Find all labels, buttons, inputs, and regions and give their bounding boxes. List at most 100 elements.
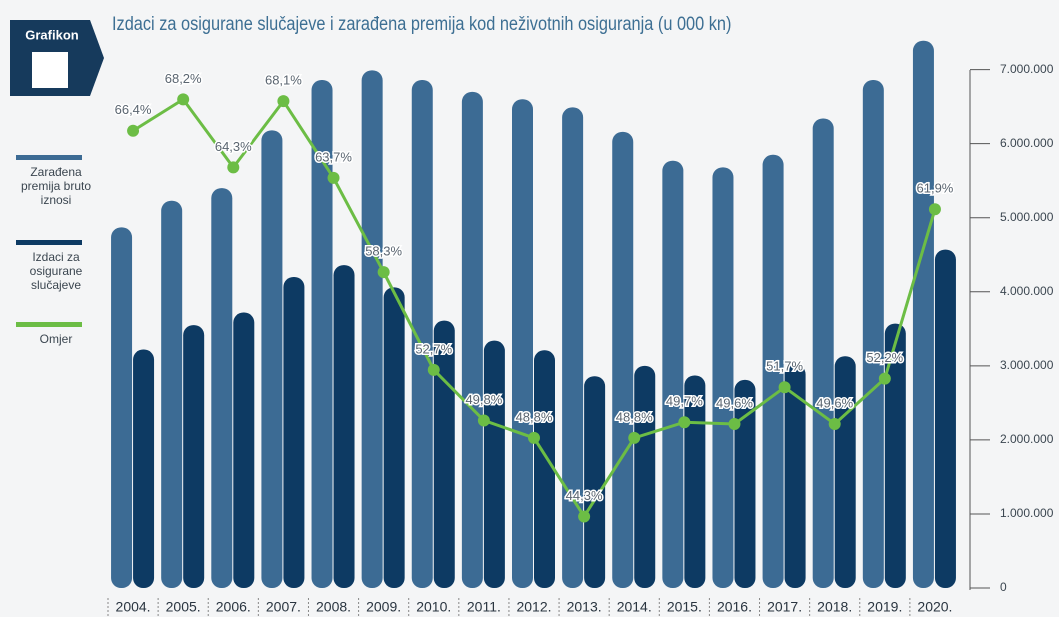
bar (712, 167, 734, 588)
badge-icon (32, 52, 68, 88)
bar (812, 118, 834, 588)
bar (662, 160, 684, 588)
x-tick-label: 2009. (366, 599, 401, 615)
data-label: 44,3% (566, 488, 603, 503)
data-label: 49,7% (666, 394, 703, 409)
bar (133, 349, 155, 588)
y-tick-label: 2.000.000 (1000, 432, 1054, 446)
x-tick-label: 2012. (516, 599, 551, 615)
data-label: 68,1% (265, 73, 302, 88)
legend-label: Omjer (39, 332, 73, 346)
x-tick-label: 2005. (166, 599, 201, 615)
data-label: 52,7% (415, 341, 452, 356)
bar (111, 227, 133, 588)
ratio-point (427, 363, 440, 376)
ratio-point (928, 203, 941, 216)
ratio-point (227, 161, 240, 174)
data-label: 51,7% (766, 359, 803, 374)
data-label: 49,6% (816, 395, 853, 410)
y-tick-label: 6.000.000 (1000, 136, 1054, 150)
bar (834, 356, 856, 588)
data-label: 66,4% (115, 102, 152, 117)
x-tick-label: 2008. (316, 599, 351, 615)
bar (211, 188, 233, 589)
data-label: 49,6% (716, 395, 753, 410)
ratio-point (177, 93, 190, 106)
legend-swatch (16, 240, 82, 245)
y-tick-label: 4.000.000 (1000, 284, 1054, 298)
chart-title: Izdaci za osigurane slučajeve i zarađena… (112, 14, 732, 35)
bar (161, 200, 183, 588)
y-tick-label: 5.000.000 (1000, 210, 1054, 224)
bar (684, 375, 706, 588)
bar (912, 40, 934, 588)
x-tick-label: 2006. (216, 599, 251, 615)
bar (283, 276, 305, 588)
y-tick-label: 1.000.000 (1000, 506, 1054, 520)
legend-swatch (16, 322, 82, 327)
bar (562, 107, 584, 588)
x-tick-label: 2007. (266, 599, 301, 615)
bar (762, 154, 784, 588)
ratio-point (728, 417, 741, 430)
data-label: 48,8% (516, 409, 553, 424)
bar (333, 265, 355, 588)
bar (361, 70, 383, 588)
x-tick-label: 2016. (717, 599, 752, 615)
data-label: 63,7% (315, 149, 352, 164)
bar (512, 99, 533, 589)
y-tick-label: 0 (1000, 580, 1007, 594)
data-label: 52,2% (866, 350, 903, 365)
ratio-point (678, 416, 691, 429)
data-label: 48,8% (616, 409, 653, 424)
x-tick-label: 2004. (116, 599, 151, 615)
ratio-point (578, 510, 591, 523)
ratio-point (628, 431, 641, 444)
bar (233, 312, 255, 588)
bar (784, 364, 806, 588)
ratio-point (277, 95, 290, 108)
bar (183, 325, 205, 588)
y-tick-label: 7.000.000 (1000, 62, 1054, 76)
y-tick-label: 3.000.000 (1000, 358, 1054, 372)
bar (311, 79, 333, 588)
badge-text: Grafikon (25, 27, 79, 42)
data-label: 68,2% (165, 71, 202, 86)
ratio-point (477, 414, 490, 427)
ratio-point (127, 124, 140, 137)
data-label: 49,8% (465, 392, 502, 407)
ratio-point (528, 431, 540, 444)
legend-label: Zarađena premija bruto iznosi (20, 165, 92, 207)
bar (534, 350, 555, 588)
legend-label: Izdaci za osigurane slučajeve (29, 250, 83, 292)
bar (934, 249, 956, 588)
x-tick-label: 2017. (767, 599, 802, 615)
x-tick-label: 2013. (567, 599, 602, 615)
bar (411, 79, 433, 588)
data-label: 58,3% (365, 244, 402, 259)
x-tick-label: 2010. (416, 599, 451, 615)
ratio-point (778, 381, 791, 394)
x-tick-label: 2018. (817, 599, 852, 615)
x-tick-label: 2015. (667, 599, 702, 615)
bar (612, 131, 634, 588)
bar (383, 287, 405, 588)
bar (461, 91, 483, 589)
bar (483, 340, 505, 588)
bar (584, 376, 606, 588)
bar (862, 79, 884, 588)
bar (884, 323, 906, 588)
x-tick-label: 2014. (617, 599, 652, 615)
data-label: 64,3% (215, 139, 252, 154)
ratio-point (377, 266, 390, 279)
ratio-point (878, 372, 891, 385)
bar (734, 379, 756, 588)
legend-swatch (16, 155, 82, 160)
x-tick-label: 2020. (917, 599, 952, 615)
bar (433, 320, 455, 588)
bar (634, 365, 656, 588)
ratio-point (327, 171, 340, 184)
data-label: 61,9% (917, 181, 954, 196)
